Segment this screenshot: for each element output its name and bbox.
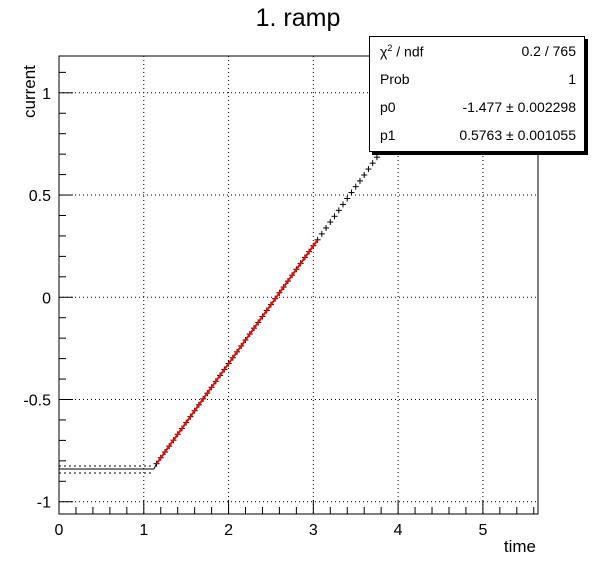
- stats-key-prob: Prob: [380, 71, 410, 87]
- y-axis-label: current: [20, 65, 39, 118]
- stats-row-chi2: χ2 / ndf 0.2 / 765: [370, 37, 584, 65]
- x-tick-label-0: 0: [55, 522, 64, 539]
- data-point: [323, 224, 330, 231]
- x-tick-label-5: 5: [478, 522, 487, 539]
- plot-frame: [58, 55, 539, 515]
- stats-value-chi2: 0.2 / 765: [521, 43, 577, 59]
- x-tick-label-1: 1: [139, 522, 148, 539]
- data-point: [340, 201, 347, 208]
- chart-title: 1. ramp: [255, 4, 341, 32]
- y-tick-label-0: -1: [37, 495, 51, 512]
- data-point: [331, 213, 338, 220]
- x-tick-label-2: 2: [224, 522, 233, 539]
- data-point: [344, 195, 351, 202]
- x-tick-label-3: 3: [309, 522, 318, 539]
- stats-key-chi2: χ2 / ndf: [380, 43, 424, 60]
- fit-stats-box: χ2 / ndf 0.2 / 765 Prob 1 p0 -1.477 ± 0.…: [369, 36, 585, 152]
- data-point: [373, 154, 380, 161]
- data-point: [348, 189, 355, 196]
- data-point: [318, 230, 325, 237]
- y-tick-label-2: 0: [42, 290, 51, 307]
- y-tick-label-4: 1: [42, 86, 51, 103]
- data-point: [365, 166, 372, 173]
- stats-row-prob: Prob 1: [370, 65, 584, 93]
- stats-row-p0: p0 -1.477 ± 0.002298: [370, 93, 584, 121]
- data-point: [369, 160, 376, 167]
- data-point: [314, 236, 321, 243]
- fit-line: [155, 239, 319, 465]
- stats-value-p1: 0.5763 ± 0.001055: [459, 127, 576, 143]
- data-point: [352, 183, 359, 190]
- stats-value-prob: 1: [568, 71, 576, 87]
- data-point: [335, 207, 342, 214]
- stats-key-p1: p1: [380, 127, 396, 143]
- x-axis-label: time: [503, 537, 536, 556]
- data-point: [356, 177, 363, 184]
- x-tick-label-4: 4: [394, 522, 403, 539]
- data-point: [327, 219, 334, 226]
- y-tick-label-3: 0.5: [29, 188, 51, 205]
- stats-key-p0: p0: [380, 99, 396, 115]
- data-point: [361, 171, 368, 178]
- stats-value-p0: -1.477 ± 0.002298: [462, 99, 576, 115]
- y-tick-label-1: -0.5: [23, 393, 51, 410]
- stats-row-p1: p1 0.5763 ± 0.001055: [370, 121, 584, 149]
